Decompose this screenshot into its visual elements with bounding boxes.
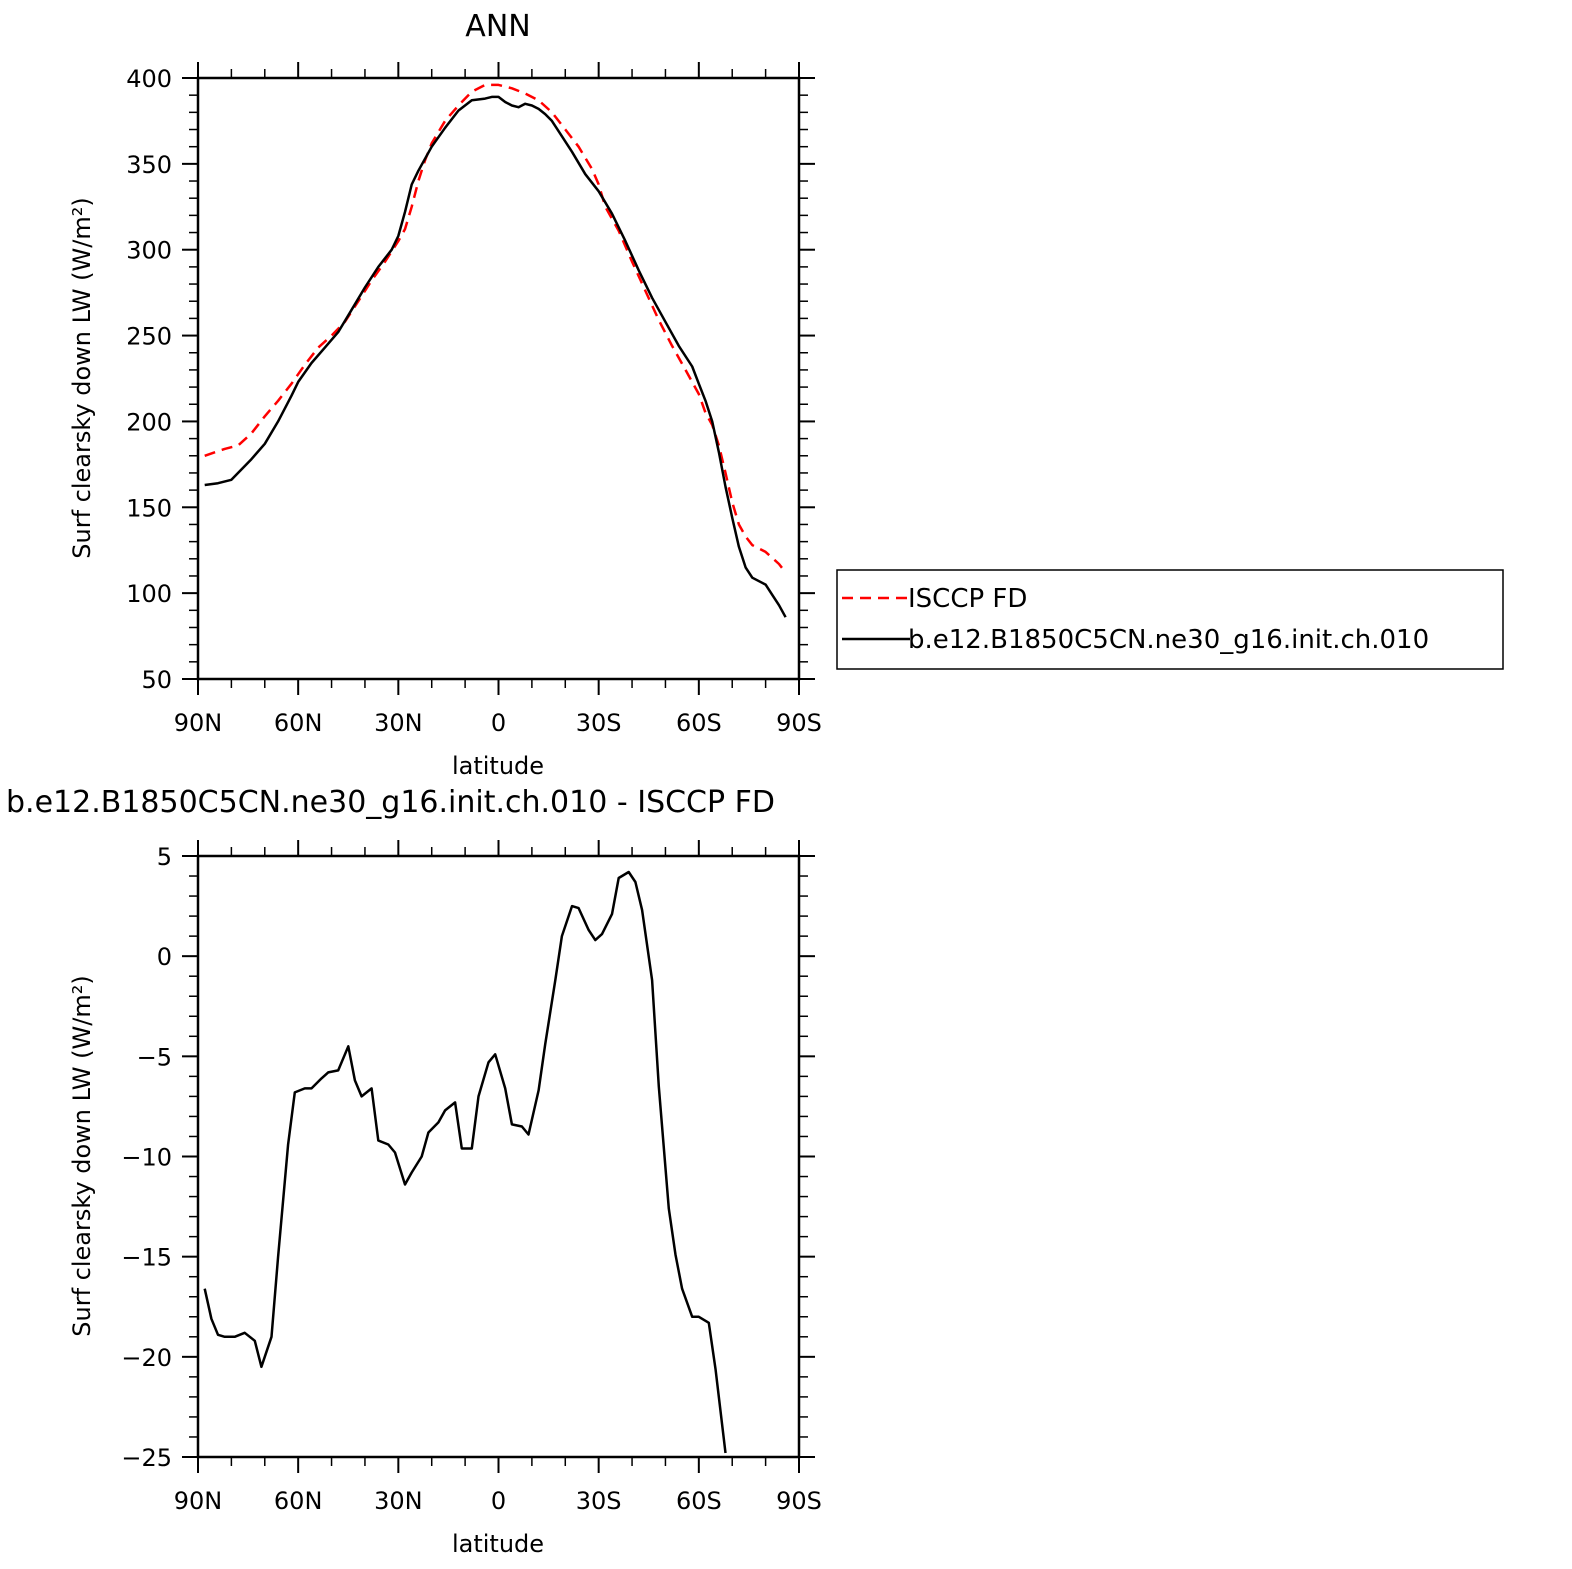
top-x-tick-label: 90S xyxy=(776,709,822,737)
bottom-x-tick-label: 0 xyxy=(491,1487,506,1515)
bottom-y-tick-label: 0 xyxy=(157,943,172,971)
top-series-line-model xyxy=(204,95,787,618)
top-y-tick-label: 50 xyxy=(141,666,172,694)
bottom-x-tick-label: 60N xyxy=(274,1487,323,1515)
bottom-y-axis-title: Surf clearsky down LW (W/m²) xyxy=(68,975,96,1336)
top-x-tick-label: 60N xyxy=(274,709,323,737)
legend-box xyxy=(836,569,1504,670)
bottom-y-tick-label: −25 xyxy=(121,1444,172,1472)
top-y-tick-label: 400 xyxy=(126,65,172,93)
bottom-x-tick-label: 90S xyxy=(776,1487,822,1515)
legend-label-isccp: ISCCP FD xyxy=(908,584,1027,614)
top-chart-title: ANN xyxy=(465,9,530,44)
bottom-series-line xyxy=(203,870,727,1454)
bottom-y-tick-label: 5 xyxy=(157,843,172,871)
bottom-y-tick-label: −20 xyxy=(121,1344,172,1372)
top-x-axis-title: latitude xyxy=(452,752,544,780)
top-x-tick-label: 30S xyxy=(576,709,622,737)
top-series-line-isccp xyxy=(204,83,787,574)
bottom-panel: b.e12.B1850C5CN.ne30_g16.init.ch.010 - I… xyxy=(6,785,822,1558)
top-y-tick-label: 200 xyxy=(126,408,172,436)
top-panel: ANN Surf clearsky down LW (W/m²) latitud… xyxy=(68,9,822,780)
bottom-x-tick-label: 90N xyxy=(174,1487,223,1515)
legend: ISCCP FD b.e12.B1850C5CN.ne30_g16.init.c… xyxy=(836,569,1504,670)
bottom-x-axis-title: latitude xyxy=(452,1530,544,1558)
bottom-y-tick-label: −10 xyxy=(121,1144,172,1172)
top-y-tick-label: 350 xyxy=(126,151,172,179)
top-y-tick-label: 100 xyxy=(126,580,172,608)
top-x-tick-label: 0 xyxy=(491,709,506,737)
bottom-chart-title: b.e12.B1850C5CN.ne30_g16.init.ch.010 - I… xyxy=(6,785,775,820)
bottom-x-tick-label: 30S xyxy=(576,1487,622,1515)
top-plot-frame xyxy=(196,76,801,681)
top-series-group xyxy=(204,83,787,618)
bottom-x-tick-label: 60S xyxy=(676,1487,722,1515)
top-y-axis-title: Surf clearsky down LW (W/m²) xyxy=(68,197,96,558)
top-y-tick-label: 300 xyxy=(126,237,172,265)
bottom-x-tick-label: 30N xyxy=(374,1487,423,1515)
bottom-plot-frame xyxy=(196,854,801,1459)
bottom-series-group xyxy=(203,870,727,1454)
legend-label-model: b.e12.B1850C5CN.ne30_g16.init.ch.010 xyxy=(908,625,1429,655)
bottom-y-tick-label: −5 xyxy=(137,1043,172,1071)
top-x-tick-label: 30N xyxy=(374,709,423,737)
top-y-tick-label: 250 xyxy=(126,323,172,351)
bottom-y-tick-label: −15 xyxy=(121,1244,172,1272)
top-x-tick-label: 60S xyxy=(676,709,722,737)
top-x-tick-label: 90N xyxy=(174,709,223,737)
top-y-tick-label: 150 xyxy=(126,494,172,522)
